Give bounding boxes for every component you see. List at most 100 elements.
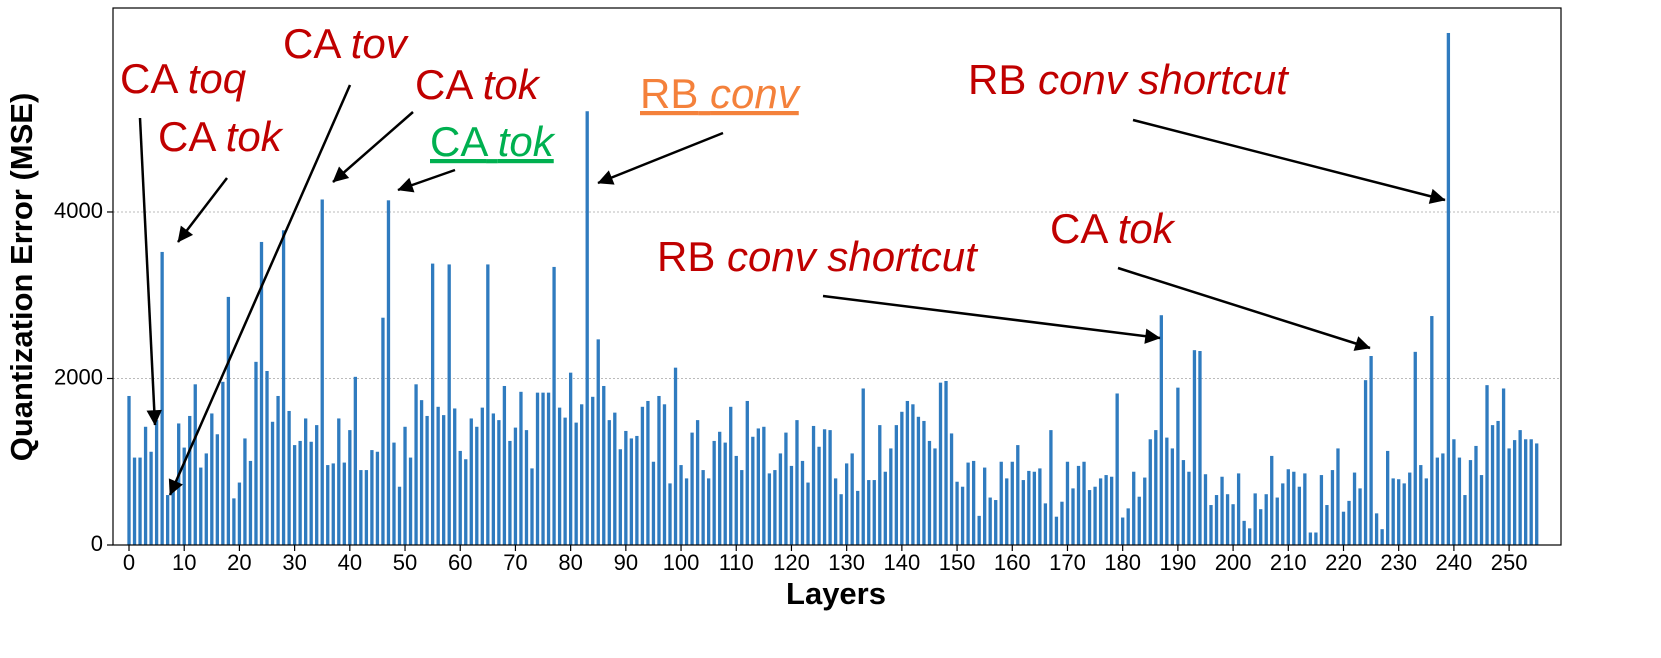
bar: [535, 392, 540, 545]
bar: [1386, 450, 1390, 545]
x-tick-label: 210: [1270, 550, 1307, 575]
bar: [960, 486, 965, 545]
x-tick-label: 150: [939, 550, 976, 575]
bar: [740, 470, 744, 545]
y-tick-label: 2000: [54, 364, 103, 389]
annotation-emph: conv: [710, 70, 802, 117]
bar: [734, 455, 738, 545]
bar: [298, 440, 302, 545]
bar: [1247, 528, 1252, 545]
bar: [563, 417, 567, 545]
bar: [1446, 32, 1451, 545]
bar: [1143, 477, 1147, 545]
bar: [425, 415, 429, 545]
bar: [629, 438, 634, 545]
bar: [1154, 430, 1158, 545]
bar: [342, 462, 346, 545]
annotation-arrow: [1117, 266, 1371, 351]
bar: [585, 111, 589, 545]
bar: [999, 461, 1003, 545]
bar: [419, 400, 424, 545]
bar: [1435, 457, 1439, 545]
bar: [1430, 316, 1434, 545]
bar: [546, 392, 551, 545]
bar: [524, 430, 529, 545]
bar: [1319, 475, 1324, 545]
x-tick-label: 110: [719, 550, 754, 575]
bar: [833, 478, 838, 545]
bar: [1093, 486, 1097, 545]
bar: [845, 463, 849, 545]
bar: [1408, 472, 1412, 545]
bar: [1225, 494, 1230, 545]
x-tick-label: 100: [663, 550, 700, 575]
bar: [259, 241, 264, 545]
bar: [1126, 508, 1130, 545]
bar: [1524, 439, 1528, 545]
bar: [624, 430, 628, 545]
bar: [326, 465, 330, 545]
bar: [1209, 505, 1213, 545]
bar: [1253, 493, 1257, 545]
bar: [149, 451, 153, 545]
annotation: CA tok: [415, 61, 541, 108]
annotation-label: RB: [968, 56, 1026, 103]
bar: [375, 451, 380, 545]
bar: [1496, 420, 1500, 545]
bar: [706, 478, 711, 545]
bar: [701, 470, 705, 545]
bar: [1419, 465, 1423, 545]
bar: [1203, 474, 1208, 545]
bar: [817, 446, 821, 545]
bar: [861, 388, 865, 545]
annotation-arrow: [177, 177, 228, 243]
bar: [773, 470, 777, 545]
bar: [1159, 315, 1163, 545]
bar: [541, 392, 545, 545]
bar: [1214, 495, 1219, 545]
bar: [232, 498, 236, 545]
annotation-label: RB: [657, 233, 715, 280]
x-tick-label: 200: [1215, 550, 1252, 575]
bar: [1485, 385, 1489, 545]
bar: [132, 457, 137, 545]
bar: [364, 470, 369, 545]
bar: [1016, 445, 1020, 545]
bar: [265, 370, 269, 545]
x-tick-label: 230: [1380, 550, 1417, 575]
bar: [430, 263, 435, 545]
bar: [1341, 511, 1346, 545]
bar: [497, 420, 501, 545]
bar: [684, 478, 689, 545]
bar: [1303, 473, 1307, 545]
annotation-arrow: [168, 84, 352, 496]
bar: [1060, 501, 1064, 545]
bar: [270, 421, 275, 545]
bar: [811, 425, 816, 545]
bar: [822, 429, 827, 545]
x-tick-label: 220: [1325, 550, 1362, 575]
bar: [552, 266, 556, 545]
bar: [1043, 503, 1048, 545]
bar: [480, 407, 484, 545]
bar: [1176, 387, 1180, 545]
x-tick-label: 120: [773, 550, 810, 575]
x-tick-label: 30: [282, 550, 306, 575]
bar: [304, 418, 308, 545]
annotation: RB conv shortcut: [657, 233, 979, 280]
bar: [911, 404, 915, 545]
x-tick-label: 70: [503, 550, 527, 575]
bar: [1501, 388, 1506, 545]
bar: [1391, 478, 1395, 545]
bar: [1380, 529, 1384, 545]
bar: [988, 497, 992, 545]
bar: [210, 413, 214, 545]
bar: [475, 426, 479, 545]
bar: [944, 380, 948, 545]
bar: [331, 463, 335, 545]
x-tick-label: 10: [172, 550, 196, 575]
bar: [1032, 471, 1037, 545]
bar: [1308, 532, 1313, 545]
x-tick-label: 180: [1104, 550, 1141, 575]
